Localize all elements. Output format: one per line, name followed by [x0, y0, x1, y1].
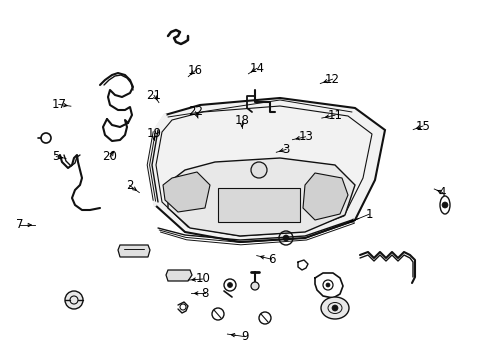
Text: 7: 7	[16, 219, 23, 231]
Text: 2: 2	[125, 179, 133, 192]
Polygon shape	[303, 173, 347, 220]
Text: 18: 18	[234, 114, 249, 127]
Text: 6: 6	[267, 253, 275, 266]
Polygon shape	[118, 245, 150, 257]
Text: 16: 16	[188, 64, 203, 77]
Polygon shape	[148, 98, 384, 242]
Circle shape	[441, 202, 447, 208]
Text: 1: 1	[365, 208, 372, 221]
Circle shape	[227, 283, 232, 288]
Text: 3: 3	[282, 143, 289, 156]
Text: 9: 9	[240, 330, 248, 343]
Text: 15: 15	[415, 120, 429, 132]
Ellipse shape	[320, 297, 348, 319]
Text: 17: 17	[51, 98, 66, 111]
Circle shape	[283, 235, 288, 241]
Text: 5: 5	[52, 150, 60, 163]
Text: 14: 14	[249, 62, 264, 75]
Text: 13: 13	[298, 130, 312, 143]
Text: 12: 12	[325, 73, 339, 86]
Text: 10: 10	[195, 273, 210, 285]
Circle shape	[325, 283, 329, 287]
Circle shape	[331, 305, 337, 311]
Text: 19: 19	[146, 127, 161, 140]
Text: 11: 11	[327, 109, 342, 122]
Text: 22: 22	[188, 105, 203, 118]
Circle shape	[250, 282, 259, 290]
Text: 20: 20	[102, 150, 117, 163]
Text: 8: 8	[201, 287, 209, 300]
Circle shape	[250, 162, 266, 178]
Text: 4: 4	[438, 186, 446, 199]
Polygon shape	[163, 172, 209, 212]
Polygon shape	[168, 158, 354, 236]
Text: 21: 21	[146, 89, 161, 102]
Polygon shape	[165, 270, 192, 281]
Circle shape	[65, 291, 83, 309]
Polygon shape	[218, 188, 299, 222]
